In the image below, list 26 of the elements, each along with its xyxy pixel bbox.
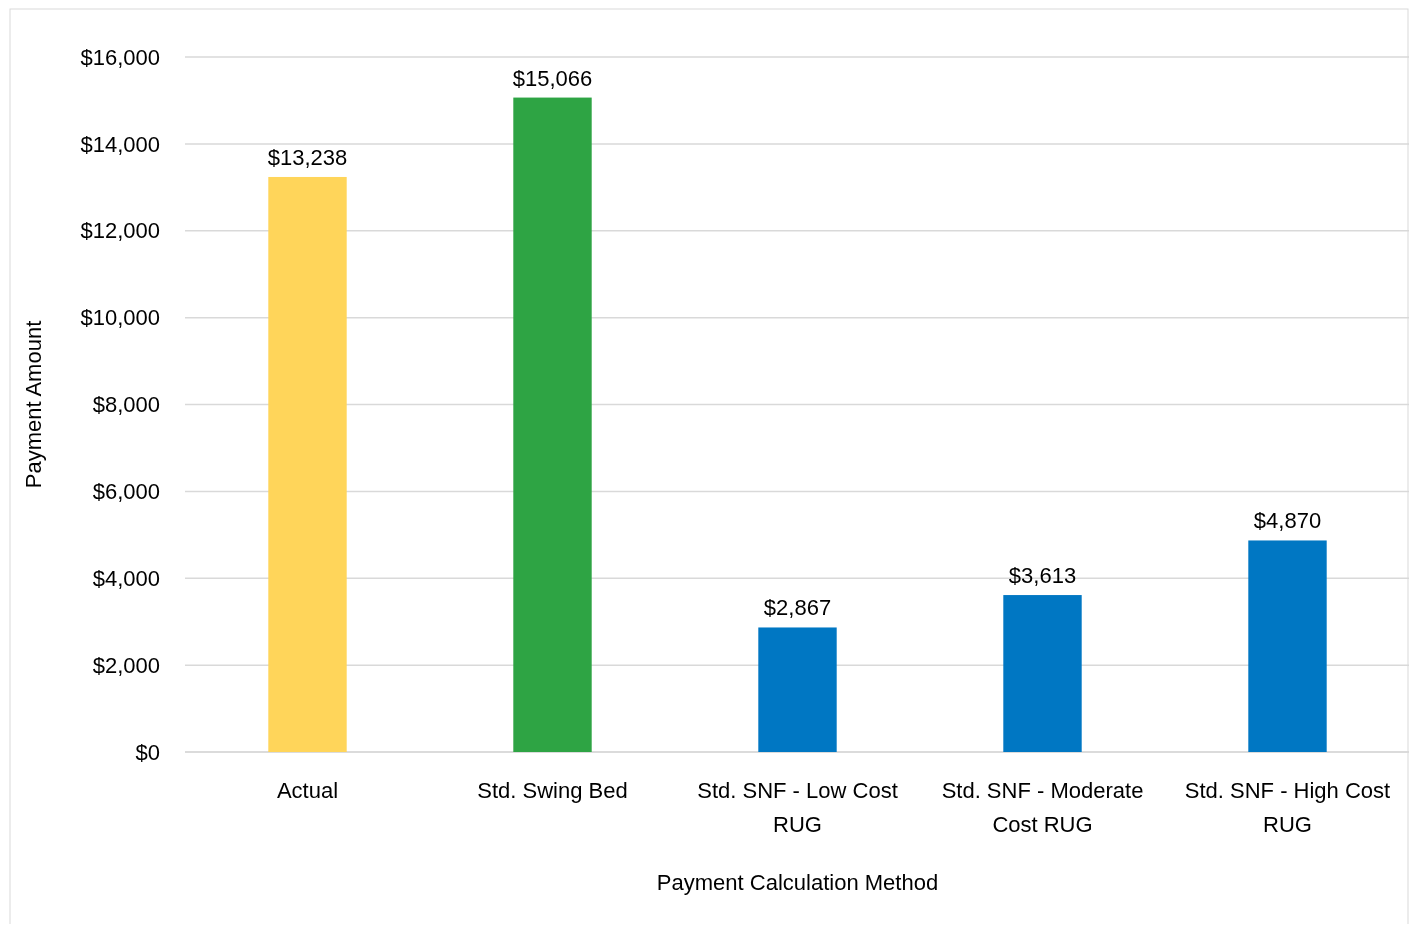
data-label: $2,867 [763, 595, 832, 621]
x-tick-label: Std. Swing Bed [477, 778, 628, 803]
bar [758, 627, 837, 752]
data-label: $15,066 [512, 65, 593, 91]
y-tick-label: $4,000 [92, 565, 160, 591]
x-tick-label: Std. SNF - Moderate Cost RUG [941, 778, 1144, 837]
bar [513, 97, 592, 752]
y-tick-label: $10,000 [80, 305, 160, 331]
y-tick-label: $0 [135, 739, 160, 765]
data-label: $3,613 [1008, 563, 1077, 589]
data-label: $4,870 [1253, 508, 1322, 534]
data-label: $13,238 [267, 144, 348, 170]
y-tick-label: $16,000 [80, 44, 160, 70]
y-tick-label: $6,000 [92, 479, 160, 505]
bar [1003, 595, 1082, 752]
bar [268, 176, 347, 752]
x-tick-label: Std. SNF - High Cost RUG [1184, 778, 1391, 837]
y-axis-title: Payment Amount [21, 320, 46, 489]
y-tick-label: $14,000 [80, 131, 160, 157]
bar [1248, 540, 1327, 752]
x-tick-label: Std. SNF - Low Cost RUG [697, 778, 898, 837]
y-tick-label: $12,000 [80, 218, 160, 244]
x-tick-label: Actual [276, 778, 339, 803]
y-tick-label: $2,000 [92, 652, 160, 678]
x-axis-title: Payment Calculation Method [656, 870, 939, 895]
y-tick-label: $8,000 [92, 392, 160, 418]
